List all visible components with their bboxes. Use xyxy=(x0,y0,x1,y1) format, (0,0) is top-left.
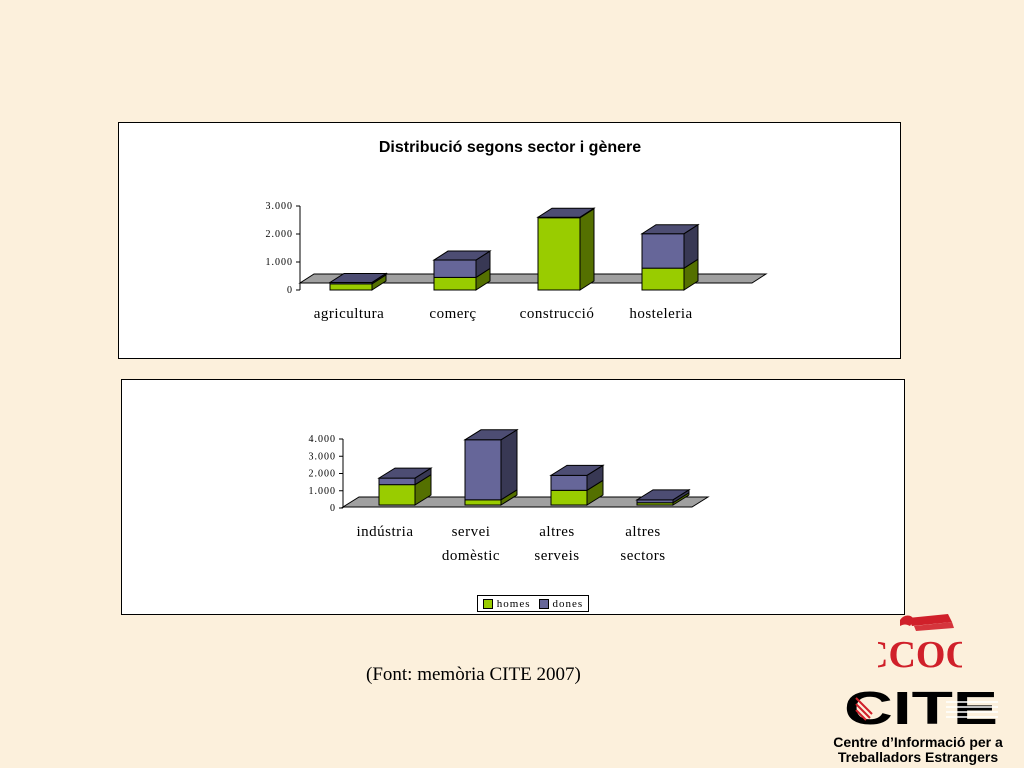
chart1-bar-homes xyxy=(433,276,477,291)
org-name-line1: Centre d’Informació per a xyxy=(833,734,1003,750)
chart2-bar-top xyxy=(377,467,433,479)
chart1-bar-homes xyxy=(329,283,373,291)
cite-logo-svg: CITE xyxy=(844,682,998,734)
legend-swatch-homes xyxy=(482,598,493,609)
chart1-y-tick-label: 1.000 xyxy=(266,257,294,268)
chart2-bar-top xyxy=(635,489,691,501)
chart2-y-tick-label: 2.000 xyxy=(309,469,337,480)
chart1-bar-top xyxy=(536,207,596,218)
chart1-x-tick-label: agricultura xyxy=(314,306,384,322)
chart1-bar-homes xyxy=(641,267,685,291)
legend-item-dones: dones xyxy=(538,597,584,610)
chart1-x-tick-label: hosteleria xyxy=(629,306,692,322)
chart2-legend: homes dones xyxy=(477,595,589,612)
org-name: Centre d’Informació per a Treballadors E… xyxy=(812,735,1024,765)
chart2-y-tick-label: 0 xyxy=(330,503,336,514)
chart1-y-tick-label: 0 xyxy=(287,285,293,296)
chart1-title: Distribució segons sector i gènere xyxy=(379,139,641,156)
chart2-y-tick-label: 4.000 xyxy=(309,434,337,445)
chart2-y-tick-label: 1.000 xyxy=(309,486,337,497)
org-name-line2: Treballadors Estrangers xyxy=(837,749,999,765)
chart1-bar-top xyxy=(432,250,492,261)
ccoo-logo: CCOO xyxy=(861,612,975,679)
chart2-x-tick-label: altres xyxy=(625,524,660,540)
chart1-bar-side-homes xyxy=(579,207,595,291)
chart2-bar-homes xyxy=(464,499,502,506)
chart1-bar-top xyxy=(640,224,700,235)
chart2-x-tick-label: domèstic xyxy=(442,548,500,564)
chart2-x-tick-label: servei xyxy=(452,524,491,540)
legend-label-dones: dones xyxy=(552,597,584,610)
chart1-bar-dones xyxy=(433,259,477,278)
chart1-x-tick-label: comerç xyxy=(429,306,476,322)
ccoo-logo-svg: CCOO xyxy=(861,614,975,676)
chart2-y-tick-label: 3.000 xyxy=(309,451,337,462)
ccoo-logo-text: CCOO xyxy=(878,634,962,674)
chart2-bar-homes xyxy=(378,484,416,506)
chart-sector-genere-2: 0 1.000 2.000 3.000 4.000 indústria servei domè… xyxy=(121,379,905,615)
chart1-bar-top xyxy=(328,272,388,283)
cite-logo: CITE xyxy=(842,682,1000,734)
chart2-bar-top xyxy=(463,429,519,441)
chart2-bar-homes xyxy=(550,489,588,506)
chart-sector-genere-1: Distribució segons sector i gènere 0 1.000… xyxy=(118,122,901,359)
chart2-x-tick-label: altres xyxy=(539,524,574,540)
chart2-bar-side-dones xyxy=(500,428,518,501)
chart1-bar-homes xyxy=(537,217,581,291)
chart2-bar-dones xyxy=(378,477,416,486)
legend-swatch-dones xyxy=(538,598,549,609)
chart2-svg: 0 1.000 2.000 3.000 4.000 indústria servei domè… xyxy=(309,428,710,564)
chart2-bar-dones xyxy=(464,439,502,501)
legend-label-homes: homes xyxy=(496,597,531,610)
chart2-x-tick-label: indústria xyxy=(357,524,414,540)
source-note: (Font: memòria CITE 2007) xyxy=(366,664,581,685)
chart2-x-tick-label: serveis xyxy=(534,548,579,564)
chart2-floor xyxy=(341,496,710,508)
chart1-y-tick-label: 2.000 xyxy=(266,229,294,240)
chart1-bar-dones xyxy=(641,233,685,269)
chart1-x-tick-label: construcció xyxy=(520,306,595,322)
chart2-bar-dones xyxy=(550,474,588,491)
chart1-svg: Distribució segons sector i gènere 0 1.000… xyxy=(266,139,768,322)
cite-logo-text: CITE xyxy=(844,686,998,728)
legend-item-homes: homes xyxy=(482,597,531,610)
chart2-bar-top xyxy=(549,464,605,476)
chart2-x-tick-label: sectors xyxy=(620,548,665,564)
chart1-y-tick-label: 3.000 xyxy=(266,201,294,212)
